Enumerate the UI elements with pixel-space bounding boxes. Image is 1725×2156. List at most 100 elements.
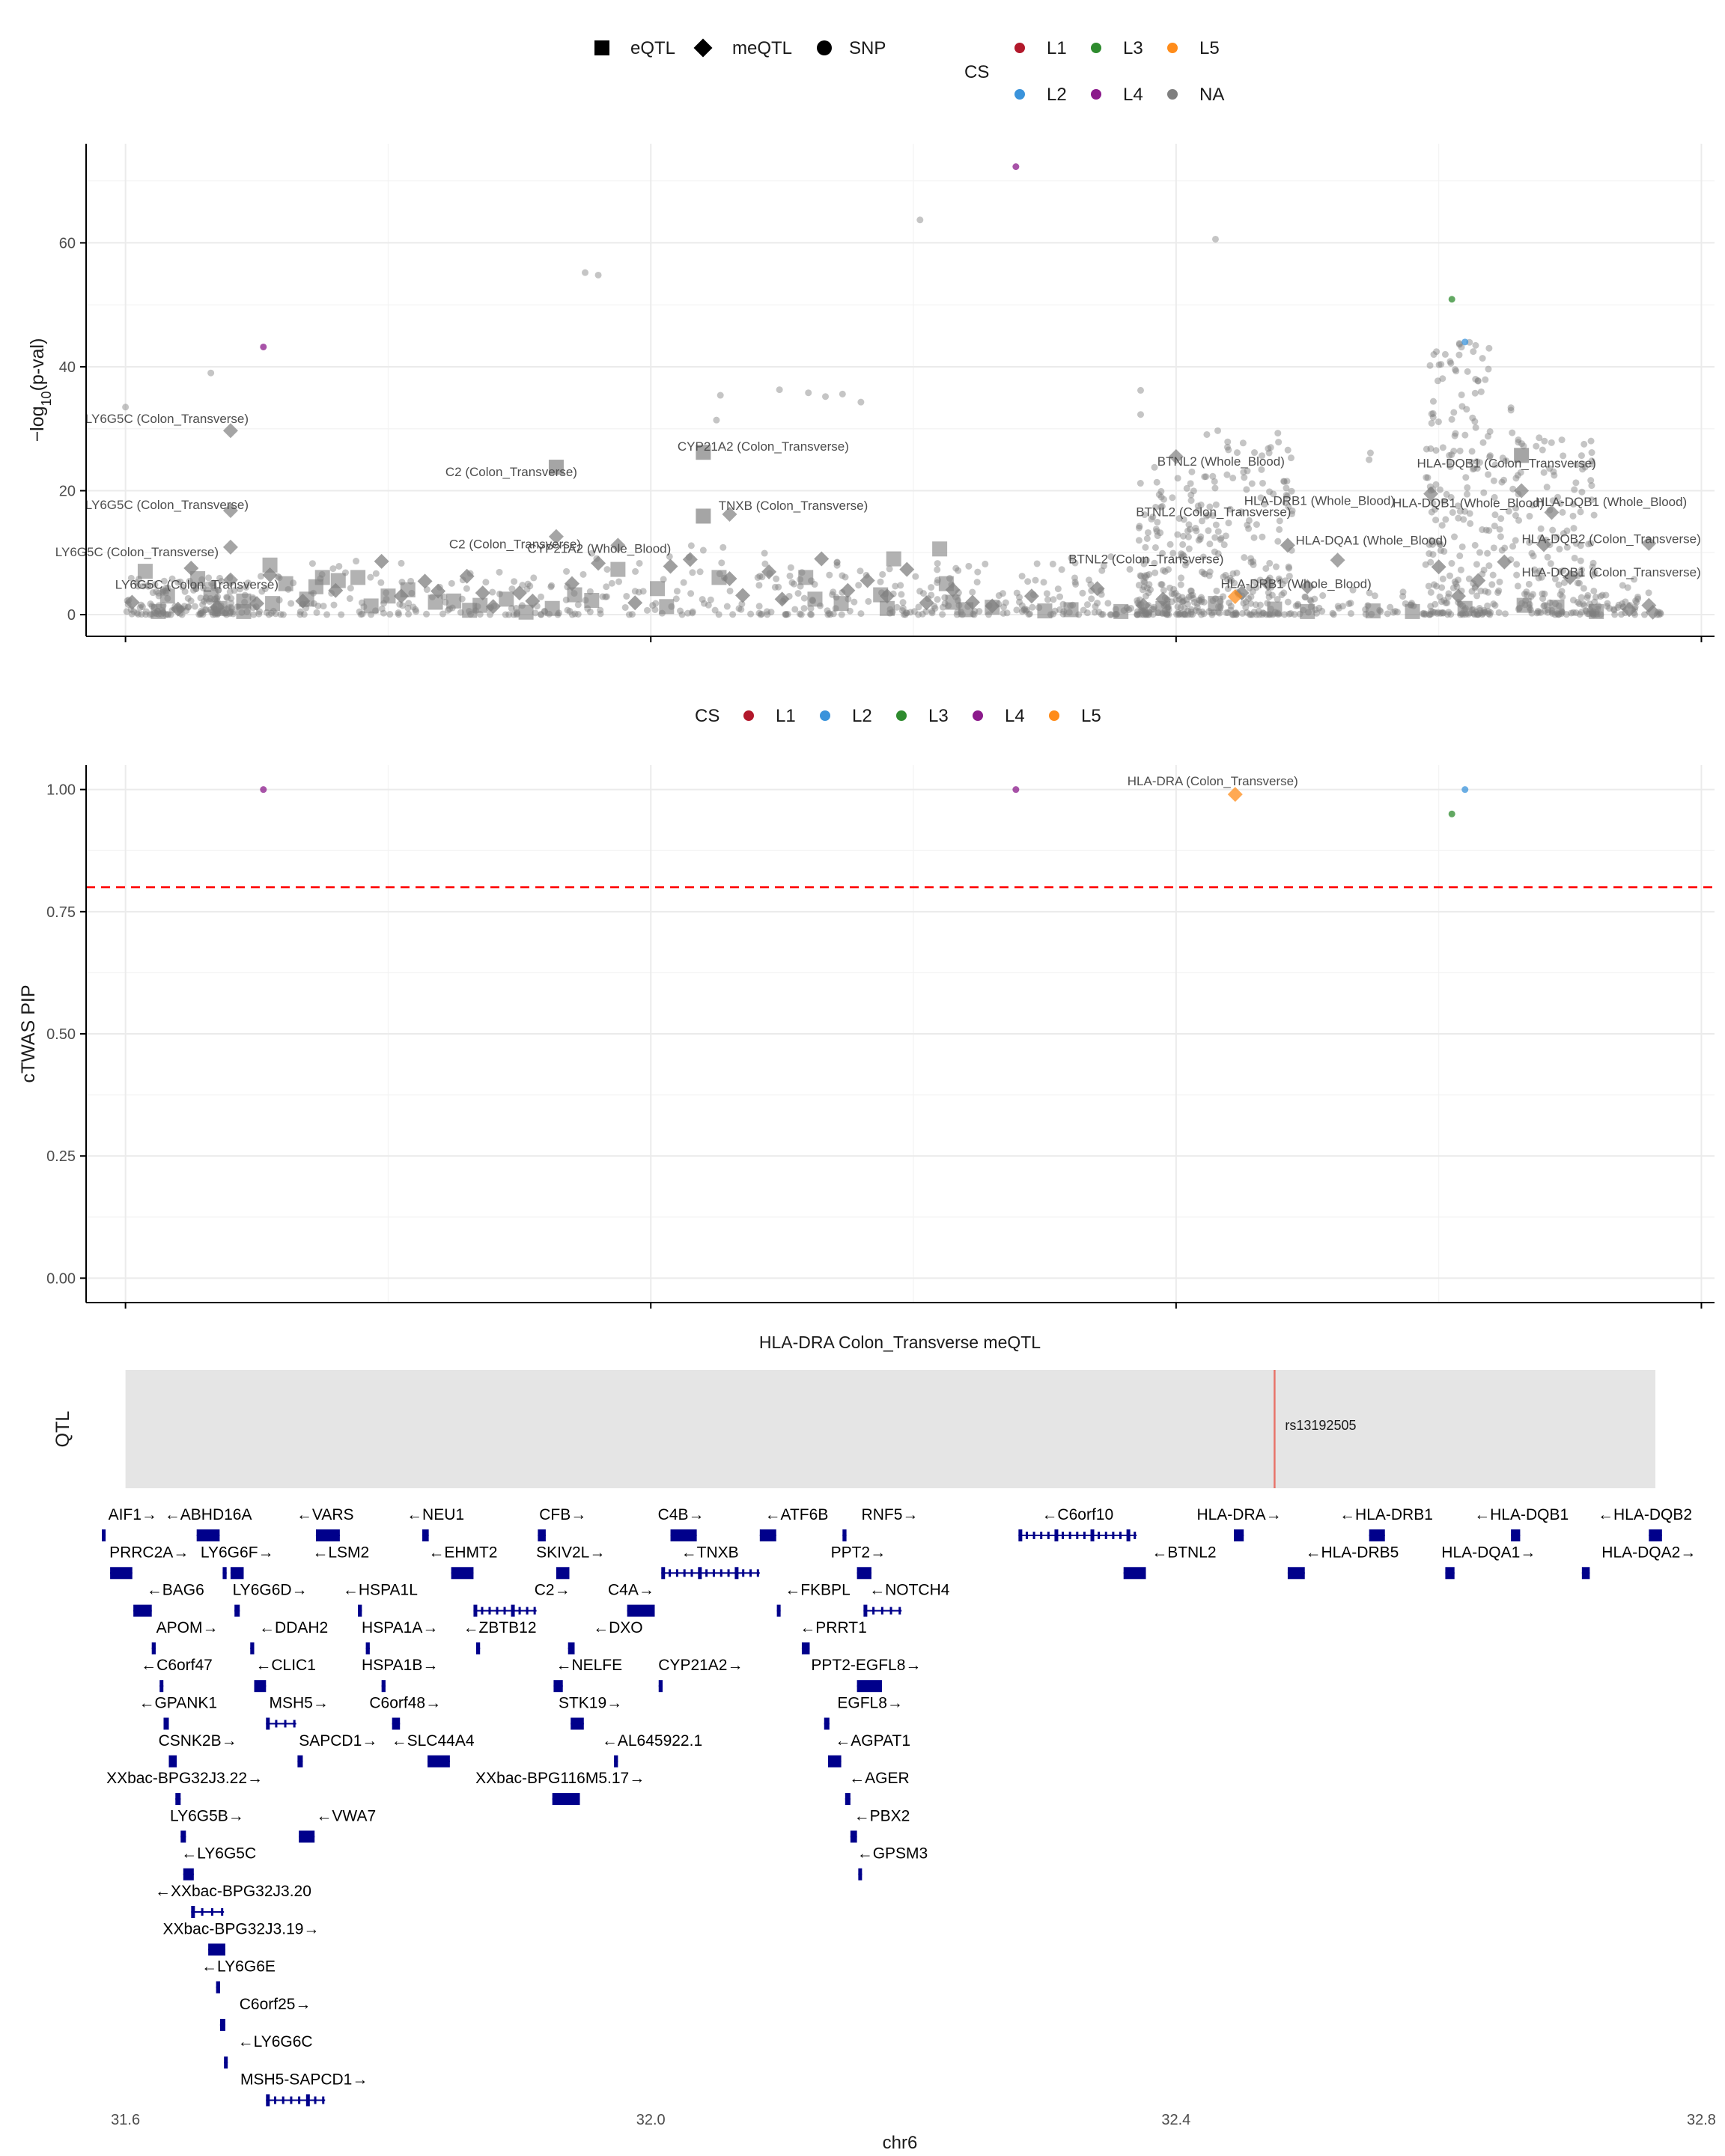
snp-point	[928, 608, 936, 615]
snp-point	[1473, 457, 1481, 465]
snp-point	[128, 610, 136, 618]
point	[717, 392, 724, 399]
snp-point	[1485, 588, 1492, 596]
cs-L3-point	[1448, 296, 1455, 303]
snp-point	[1169, 549, 1177, 557]
point	[548, 460, 564, 475]
snp-point	[1482, 376, 1489, 383]
snp-point	[1335, 604, 1342, 612]
snp-point	[1556, 568, 1563, 576]
point	[1514, 483, 1530, 499]
snp-point	[1469, 414, 1476, 421]
pip-legend-title: CS	[695, 706, 719, 726]
gene-exon	[284, 1720, 287, 1728]
snp-point	[1175, 515, 1183, 523]
snp-point	[711, 606, 719, 614]
legend-cs-L5-dot	[1167, 43, 1178, 53]
snp-point	[1311, 595, 1318, 603]
eqtl-point	[1405, 603, 1420, 619]
meqtl-point	[511, 585, 527, 601]
snp-point	[1481, 609, 1488, 616]
snp-point	[1541, 607, 1548, 615]
legend-meQTL-key	[693, 38, 713, 58]
snp-point	[1294, 600, 1302, 608]
snp-point	[1435, 418, 1442, 425]
snp-point	[139, 603, 146, 611]
snp-point	[563, 567, 571, 575]
snp-point	[833, 561, 841, 569]
gene-exon	[1040, 1532, 1043, 1539]
gene-label: ←CLIC1	[255, 1657, 316, 1674]
snp-point	[1289, 507, 1296, 514]
snp-point	[502, 611, 509, 618]
snp-point	[621, 603, 629, 611]
gene-label: SAPCD1→	[299, 1732, 377, 1750]
snp-point	[1498, 478, 1506, 486]
snp-point	[1432, 481, 1440, 488]
snp-point	[1318, 607, 1326, 615]
snp-point	[1485, 607, 1492, 615]
snp-point	[1194, 502, 1202, 510]
snp-point	[1485, 344, 1493, 352]
snp-point	[1193, 603, 1201, 611]
cs-L5-point	[1227, 589, 1243, 605]
snp-point	[1247, 555, 1255, 562]
eqtl-point	[711, 570, 727, 585]
snp-point	[1533, 609, 1541, 617]
snp-point	[1420, 611, 1428, 618]
snp-point	[199, 601, 207, 609]
snp-point	[1094, 600, 1101, 607]
snp-point	[1618, 611, 1625, 618]
snp-point	[1587, 477, 1595, 484]
snp-point	[827, 611, 834, 618]
annotation-label: CYP21A2 (Whole_Blood)	[527, 541, 671, 555]
snp-point	[1432, 447, 1440, 454]
meqtl-point	[964, 594, 980, 610]
snp-point	[1485, 562, 1493, 570]
gene-exon	[201, 1908, 204, 1916]
snp-point	[398, 559, 405, 567]
snp-point	[1529, 502, 1536, 509]
snp-point	[1558, 436, 1566, 444]
snp-point	[824, 611, 832, 618]
snp-point	[1187, 591, 1195, 599]
snp-point	[1390, 609, 1397, 616]
snp-point	[1592, 594, 1600, 601]
snp-point	[1438, 584, 1446, 591]
gene-label: C2→	[535, 1582, 571, 1599]
snp-point	[1178, 594, 1186, 601]
snp-point	[1187, 606, 1195, 613]
snp-point	[1189, 591, 1196, 599]
snp-point	[1220, 573, 1227, 581]
gene-label: ←SLC44A4	[392, 1732, 475, 1750]
snp-point	[1423, 445, 1430, 453]
eqtl-point	[278, 576, 293, 591]
snp-point	[1535, 574, 1542, 582]
snp-point	[999, 590, 1006, 597]
snp-point	[181, 588, 189, 595]
gene-label: ←ABHD16A	[165, 1506, 252, 1523]
snp-point	[1514, 582, 1521, 590]
snp-point	[1245, 517, 1253, 524]
snp-point	[1157, 503, 1165, 511]
snp-point	[1540, 469, 1548, 476]
snp-point	[755, 582, 763, 589]
meqtl-point	[170, 601, 186, 617]
snp-point	[1551, 472, 1558, 479]
gene-exon	[299, 1830, 315, 1843]
gene-exon	[297, 1755, 303, 1767]
snp-point	[1026, 610, 1034, 618]
snp-point	[1509, 429, 1516, 436]
snp-point	[1442, 599, 1449, 606]
snp-point	[1451, 578, 1458, 585]
gene-exon	[658, 1680, 663, 1693]
snp-point	[763, 608, 770, 615]
snp-point	[1143, 535, 1151, 542]
snp-point	[1523, 588, 1530, 596]
snp-point	[1178, 553, 1185, 561]
snp-point	[1104, 600, 1112, 607]
snp-point	[413, 608, 420, 615]
snp-point	[1497, 533, 1504, 540]
snp-point	[190, 586, 198, 594]
snp-point	[1505, 508, 1512, 515]
